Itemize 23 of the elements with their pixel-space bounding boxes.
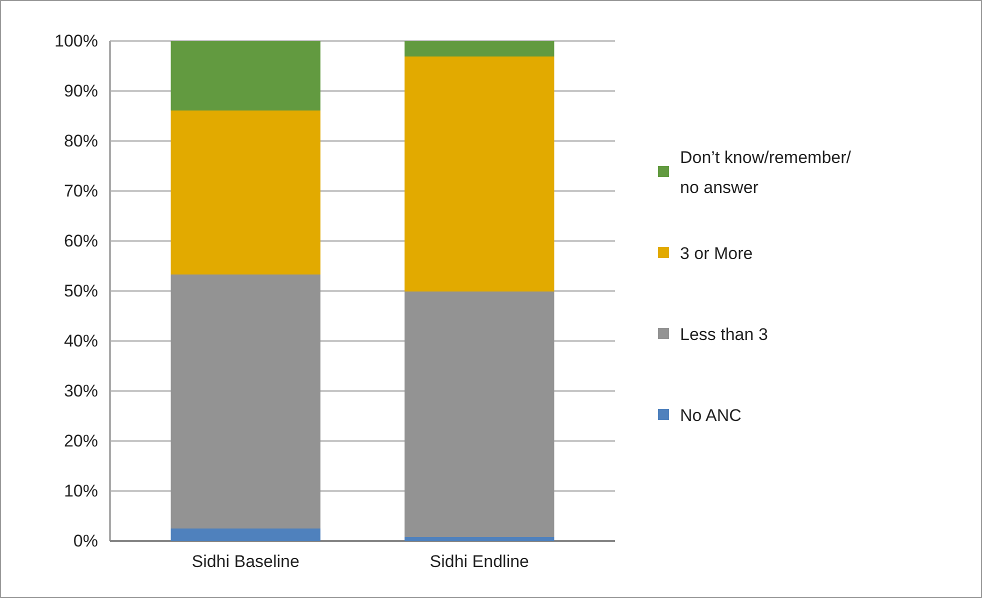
bar <box>404 56 554 292</box>
x-tick-label: Sidhi Baseline <box>192 552 300 572</box>
y-tick-label: 30% <box>64 381 98 400</box>
y-tick-label: 0% <box>73 531 98 550</box>
legend-label: Don’t know/remember/no answer <box>680 148 852 197</box>
y-tick-label: 60% <box>64 231 98 250</box>
y-tick-label: 80% <box>64 131 98 150</box>
y-tick-label: 40% <box>64 331 98 350</box>
y-tick-label: 90% <box>64 81 98 100</box>
y-tick-label: 10% <box>64 481 98 500</box>
bar <box>170 528 320 541</box>
bar <box>170 110 320 274</box>
y-tick-label: 50% <box>64 281 98 300</box>
bar <box>404 537 554 541</box>
y-tick-label: 70% <box>64 181 98 200</box>
legend-label: 3 or More <box>680 244 753 263</box>
bar <box>170 41 320 110</box>
legend-label: Less than 3 <box>680 325 768 344</box>
y-tick-label: 100% <box>54 31 98 50</box>
x-tick-label: Sidhi Endline <box>430 552 530 572</box>
y-tick-label: 20% <box>64 431 98 450</box>
legend-label: No ANC <box>680 406 742 425</box>
bar <box>404 41 554 56</box>
